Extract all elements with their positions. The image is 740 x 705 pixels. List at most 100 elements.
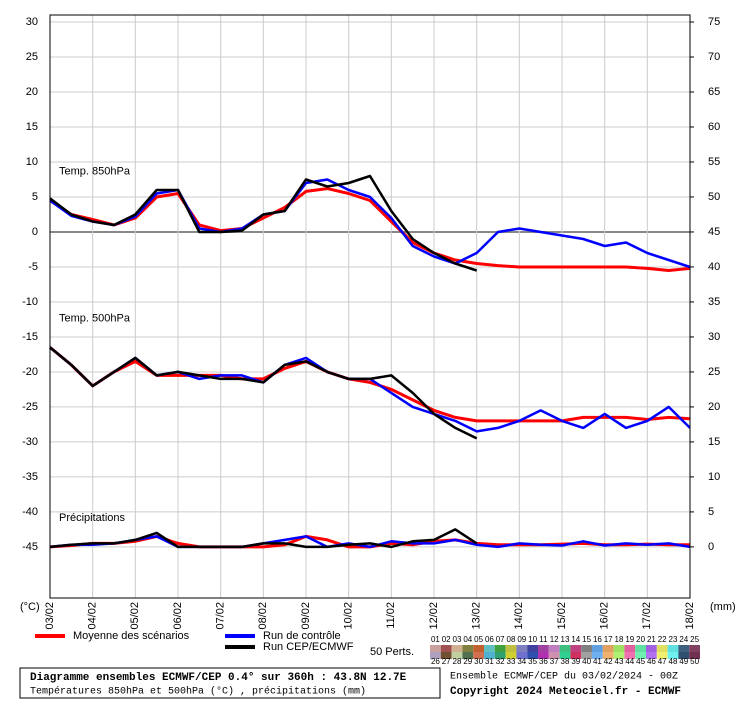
pert-swatch — [689, 652, 700, 659]
pert-number: 23 — [669, 635, 678, 644]
x-tick-label: 07/02 — [215, 602, 227, 630]
pert-number: 02 — [442, 635, 451, 644]
x-tick-label: 17/02 — [641, 602, 653, 630]
panel-label: Précipitations — [59, 512, 126, 524]
pert-swatch — [592, 652, 603, 659]
y2-unit: (mm) — [710, 601, 736, 613]
pert-swatch — [581, 645, 592, 652]
pert-number: 22 — [658, 635, 667, 644]
pert-swatch — [559, 645, 571, 652]
pert-number: 41 — [593, 657, 602, 666]
pert-swatch — [440, 645, 452, 652]
y2-tick-label: 35 — [708, 296, 720, 308]
series-line — [49, 346, 478, 440]
y-tick-label: 25 — [26, 51, 38, 63]
pert-number: 45 — [636, 657, 645, 666]
y2-tick-label: 55 — [708, 156, 720, 168]
series-line — [49, 174, 478, 272]
pert-swatch — [678, 645, 690, 652]
pert-swatch — [451, 645, 463, 652]
pert-number: 08 — [507, 635, 516, 644]
pert-number: 44 — [625, 657, 634, 666]
panel-label: Temp. 850hPa — [59, 165, 131, 177]
pert-number: 46 — [647, 657, 656, 666]
y-unit: (°C) — [20, 601, 40, 613]
pert-swatch — [505, 652, 517, 659]
pert-number: 49 — [679, 657, 688, 666]
pert-number: 04 — [463, 635, 472, 644]
pert-swatch — [592, 645, 603, 652]
pert-swatch — [646, 652, 657, 659]
pert-swatch — [581, 652, 592, 659]
pert-swatch — [505, 645, 517, 652]
pert-number: 38 — [561, 657, 570, 666]
info-box — [19, 667, 441, 699]
pert-number: 06 — [485, 635, 494, 644]
y-tick-label: -5 — [28, 261, 38, 273]
pert-swatch — [494, 645, 506, 652]
y-tick-label: -30 — [22, 436, 38, 448]
y-tick-label: -40 — [22, 506, 38, 518]
pert-number: 10 — [528, 635, 537, 644]
pert-number: 20 — [636, 635, 645, 644]
pert-number: 01 — [431, 635, 440, 644]
pert-number: 35 — [528, 657, 537, 666]
y-tick-label: 30 — [26, 16, 38, 28]
x-tick-label: 12/02 — [428, 602, 440, 630]
pert-number: 19 — [625, 635, 634, 644]
pert-number: 48 — [669, 657, 678, 666]
pert-number: 34 — [517, 657, 526, 666]
pert-number: 33 — [507, 657, 516, 666]
y2-tick-label: 25 — [708, 366, 720, 378]
pert-swatch — [602, 645, 614, 652]
pert-number: 29 — [463, 657, 472, 666]
pert-number: 18 — [615, 635, 624, 644]
pert-number: 17 — [604, 635, 613, 644]
pert-number: 03 — [453, 635, 462, 644]
y-tick-label: 0 — [32, 226, 38, 238]
pert-number: 50 — [690, 657, 699, 666]
x-tick-label: 04/02 — [87, 602, 99, 630]
pert-swatch — [613, 645, 625, 652]
x-tick-label: 05/02 — [129, 602, 141, 630]
pert-swatch — [613, 652, 625, 659]
pert-swatch — [548, 652, 560, 659]
pert-number: 37 — [550, 657, 559, 666]
x-tick-label: 16/02 — [599, 602, 611, 630]
pert-swatch — [678, 652, 690, 659]
y2-tick-label: 15 — [708, 436, 720, 448]
y-tick-label: 10 — [26, 156, 38, 168]
pert-number: 32 — [496, 657, 505, 666]
pert-swatch — [462, 645, 474, 652]
pert-swatch — [494, 652, 506, 659]
y2-tick-label: 10 — [708, 471, 720, 483]
y2-tick-label: 50 — [708, 191, 720, 203]
pert-swatch — [656, 645, 668, 652]
pert-swatch — [538, 645, 549, 652]
pert-swatch — [440, 652, 452, 659]
pert-number: 36 — [539, 657, 548, 666]
pert-number: 43 — [615, 657, 624, 666]
pert-swatch — [548, 645, 560, 652]
pert-swatch — [646, 645, 657, 652]
series-line — [49, 178, 691, 269]
pert-number: 28 — [453, 657, 462, 666]
pert-swatch — [570, 652, 582, 659]
y2-tick-label: 20 — [708, 401, 720, 413]
pert-swatch — [516, 645, 528, 652]
footer-title: Diagramme ensembles ECMWF/CEP 0.4° sur 3… — [30, 672, 407, 684]
legend-label: Run de contrôle — [263, 630, 341, 642]
pert-number: 31 — [485, 657, 494, 666]
pert-number: 40 — [582, 657, 591, 666]
y2-tick-label: 70 — [708, 51, 720, 63]
pert-number: 26 — [431, 657, 440, 666]
y2-tick-label: 0 — [708, 541, 714, 553]
y-tick-label: -45 — [22, 541, 38, 553]
x-tick-label: 13/02 — [471, 602, 483, 630]
x-tick-label: 11/02 — [385, 602, 397, 629]
legend-label: Run CEP/ECMWF — [263, 641, 354, 653]
legend: Moyenne des scénarios Run de contrôleRun … — [35, 630, 700, 666]
x-tick-label: 18/02 — [684, 602, 696, 630]
pert-swatch — [602, 652, 614, 659]
y2-tick-label: 60 — [708, 121, 720, 133]
